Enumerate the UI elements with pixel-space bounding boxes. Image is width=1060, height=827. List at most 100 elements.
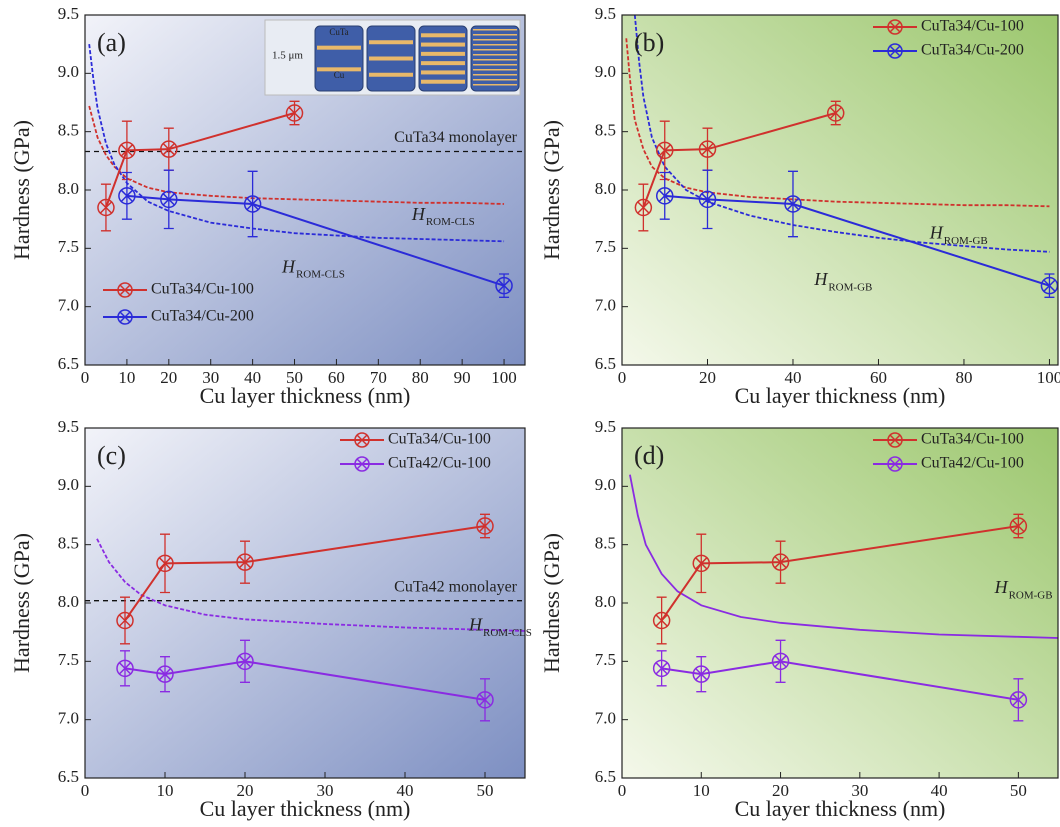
y-tick-label: 9.0 [595,62,616,81]
curve-label-sub: ROM-GB [828,282,872,294]
data-marker [692,554,711,573]
data-marker [698,190,717,209]
marker-cross [478,693,492,707]
marker-cross [658,144,671,157]
x-tick-label: 100 [1037,368,1060,387]
y-tick-label: 8.5 [58,534,79,553]
marker-cross [119,284,131,296]
marker-cross [695,667,708,681]
curve-label: H [929,222,944,242]
y-axis-title: Hardness (GPa) [539,533,564,673]
marker-cross [829,106,842,120]
marker-circle [476,691,494,709]
plot [629,474,1058,722]
inset-block [418,25,468,92]
marker-cross [246,197,259,211]
data-marker [118,187,136,205]
inset-stripe [421,61,465,66]
data-marker [692,665,711,683]
y-tick-label: 6.5 [58,767,79,786]
data-marker [160,140,178,158]
y-tick-label: 8.5 [595,121,616,140]
curve-label: H [281,256,296,276]
marker-circle [887,43,903,59]
x-tick-label: 40 [784,368,801,387]
marker-circle [698,140,717,158]
inset-stripe [473,29,517,31]
marker-cross [1043,279,1056,292]
inset-stripe [473,69,517,71]
y-tick-label: 7.5 [595,650,616,669]
marker-cross [162,142,175,156]
marker-cross [99,201,113,214]
panel-label: (c) [97,441,126,470]
inset: CuTa Cu 1.5 μm [264,19,521,96]
marker-cross [238,655,252,668]
y-tick-label: 8.0 [595,592,616,611]
inset-stripe [473,39,517,41]
curve-label-sub: ROM-GB [944,235,988,247]
panel: 6.5 7.0 7.5 8.0 8.5 9.0 9.5 0 10 20 30 40 50 Cu layer… [539,417,1059,821]
marker-circle [655,187,674,205]
panel-label: (d) [634,441,664,470]
inset-label: 1.5 μm [272,50,303,62]
inset-stripe [421,79,465,84]
y-axis-title: Hardness (GPa) [539,120,564,260]
plot [625,15,1058,298]
x-tick-label: 10 [693,781,710,800]
marker-cross [774,655,787,668]
legend-marker [887,19,903,35]
marker-cross [158,557,172,570]
y-tick-label: 8.5 [58,121,79,140]
curve-label-sub: ROM-GB [1009,590,1053,602]
x-tick-label: 90 [454,368,471,387]
inset-stripe [473,34,517,36]
plot-background [85,428,525,778]
x-tick-label: 40 [931,781,948,800]
y-tick-label: 7.0 [595,296,616,315]
plot-frame [621,427,1059,779]
marker-circle [285,104,304,122]
x-tick-label: 20 [237,781,254,800]
marker-cross [889,45,901,57]
y-tick-label: 7.0 [595,709,616,728]
legend-label: CuTa42/Cu-100 [921,455,1024,472]
x-tick-label: 50 [477,781,494,800]
marker-circle [887,19,903,35]
y-tick-label: 8.5 [595,534,616,553]
legend-marker [887,456,903,472]
inset-stripe [473,64,517,66]
model-curve [625,38,1050,208]
monolayer-label: CuTa42 monolayer [394,578,518,595]
data-marker [476,691,494,709]
marker-cross [1012,693,1025,707]
x-tick-label: 30 [202,368,219,387]
series-line [105,112,295,208]
model-curve [633,15,1050,253]
y-axis-title: Hardness (GPa) [9,120,34,260]
legend-label: CuTa34/Cu-100 [921,18,1024,35]
data-marker [160,190,178,209]
marker-circle [887,456,903,472]
model-curve [629,474,1058,639]
legend-label: CuTa34/Cu-200 [921,42,1024,59]
plot-frame [621,14,1059,366]
y-tick-label: 7.0 [58,296,79,315]
data-marker [243,195,262,213]
x-tick-label: 20 [772,781,789,800]
series-line [642,112,836,208]
curve-label-sub: ROM-CLS [296,269,345,281]
marker-cross [478,519,492,533]
inset-stripe [317,67,361,72]
marker-cross [120,189,134,203]
marker-cross [889,21,901,33]
panel: 6.5 7.0 7.5 8.0 8.5 9.0 9.5 0 20 40 60 80 100 Cu laye… [539,4,1060,408]
marker-cross [1012,519,1025,533]
model-curve [96,538,525,632]
marker-cross [238,555,252,569]
curve-label-sub: ROM-CLS [483,627,532,639]
marker-circle [354,432,370,448]
y-tick-label: 7.5 [58,650,79,669]
series-line [126,194,505,287]
